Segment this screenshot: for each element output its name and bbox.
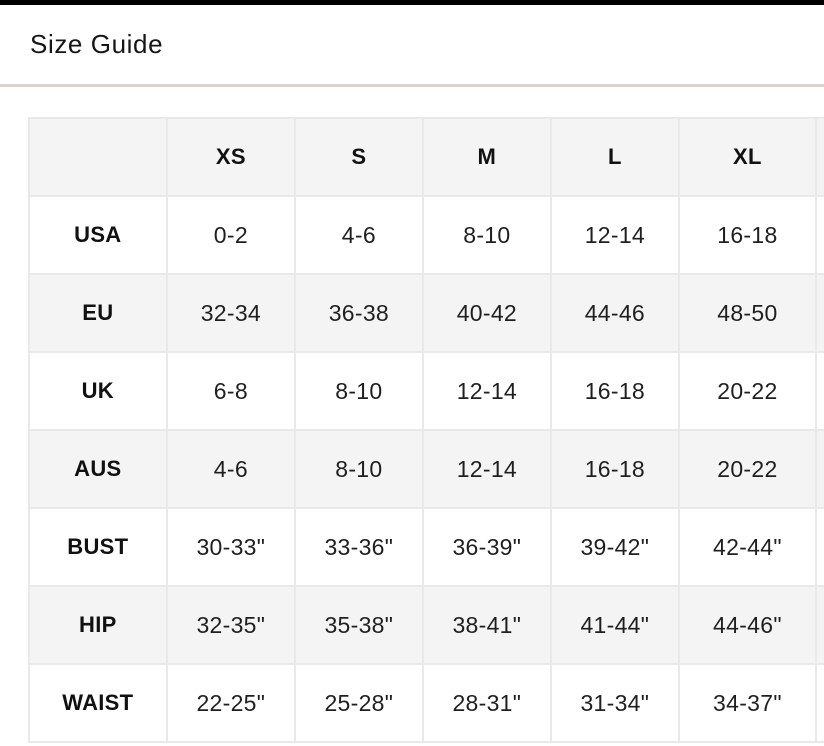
size-value: 38-41" — [421, 585, 553, 665]
size-value: 42-44" — [677, 507, 818, 587]
size-value: 40-42 — [421, 273, 553, 353]
header-divider — [0, 84, 824, 87]
size-value: 36-38 — [294, 273, 424, 353]
size-value: 22-25" — [165, 663, 297, 743]
size-value: 41-44" — [550, 585, 680, 665]
size-value: 8-10 — [294, 351, 424, 431]
table-row: UK 6-8 8-10 12-14 16-18 20-22 — [28, 351, 824, 431]
size-value: 0-2 — [165, 195, 297, 275]
table-row: WAIST 22-25" 25-28" 28-31" 31-34" 34-37" — [28, 663, 824, 743]
clipped-cell — [815, 507, 824, 587]
clipped-cell — [815, 273, 824, 353]
size-value: 12-14 — [550, 195, 680, 275]
table-row: AUS 4-6 8-10 12-14 16-18 20-22 — [28, 429, 824, 509]
row-label-eu: EU — [28, 273, 168, 353]
row-label-uk: UK — [28, 351, 168, 431]
size-value: 44-46 — [550, 273, 680, 353]
size-value: 8-10 — [294, 429, 424, 509]
size-value: 28-31" — [421, 663, 553, 743]
size-value: 4-6 — [165, 429, 297, 509]
size-value: 16-18 — [677, 195, 818, 275]
row-label-usa: USA — [28, 195, 168, 275]
row-label-waist: WAIST — [28, 663, 168, 743]
size-value: 33-36" — [294, 507, 424, 587]
column-header-l: L — [550, 117, 680, 197]
row-label-aus: AUS — [28, 429, 168, 509]
size-value: 30-33" — [165, 507, 297, 587]
size-value: 25-28" — [294, 663, 424, 743]
page-title: Size Guide — [30, 29, 164, 59]
clipped-cell — [815, 117, 824, 197]
clipped-cell — [815, 429, 824, 509]
clipped-cell — [815, 663, 824, 743]
size-value: 12-14 — [421, 351, 553, 431]
clipped-cell — [815, 585, 824, 665]
corner-cell — [28, 117, 168, 197]
table-row: HIP 32-35" 35-38" 38-41" 41-44" 44-46" — [28, 585, 824, 665]
size-value: 31-34" — [550, 663, 680, 743]
size-value: 35-38" — [294, 585, 424, 665]
column-header-xl: XL — [677, 117, 818, 197]
row-label-hip: HIP — [28, 585, 168, 665]
top-accent-bar — [0, 0, 824, 5]
size-value: 36-39" — [421, 507, 553, 587]
header-row: XS S M L XL — [28, 117, 824, 197]
size-value: 16-18 — [550, 429, 680, 509]
size-value: 20-22 — [677, 351, 818, 431]
size-value: 6-8 — [165, 351, 297, 431]
size-table-head: XS S M L XL — [28, 117, 824, 197]
row-label-bust: BUST — [28, 507, 168, 587]
size-value: 48-50 — [677, 273, 818, 353]
size-value: 4-6 — [294, 195, 424, 275]
size-value: 39-42" — [550, 507, 680, 587]
size-value: 34-37" — [677, 663, 818, 743]
column-header-xs: XS — [165, 117, 297, 197]
size-value: 12-14 — [421, 429, 553, 509]
size-value: 32-34 — [165, 273, 297, 353]
size-value: 32-35" — [165, 585, 297, 665]
clipped-cell — [815, 195, 824, 275]
table-row: EU 32-34 36-38 40-42 44-46 48-50 — [28, 273, 824, 353]
table-row: BUST 30-33" 33-36" 36-39" 39-42" 42-44" — [28, 507, 824, 587]
column-header-s: S — [294, 117, 424, 197]
table-row: USA 0-2 4-6 8-10 12-14 16-18 — [28, 195, 824, 275]
column-header-m: M — [421, 117, 553, 197]
size-value: 44-46" — [677, 585, 818, 665]
size-value: 16-18 — [550, 351, 680, 431]
size-value: 8-10 — [421, 195, 553, 275]
size-guide-header: Size Guide — [0, 5, 824, 84]
size-value: 20-22 — [677, 429, 818, 509]
size-table: XS S M L XL USA 0-2 4-6 8-10 12-14 16-18 EU 32-34 36… — [28, 117, 824, 743]
size-table-container: XS S M L XL USA 0-2 4-6 8-10 12-14 16-18 EU 32-34 36… — [28, 117, 824, 743]
size-table-body: USA 0-2 4-6 8-10 12-14 16-18 EU 32-34 36-38 40-42… — [28, 195, 824, 743]
clipped-cell — [815, 351, 824, 431]
